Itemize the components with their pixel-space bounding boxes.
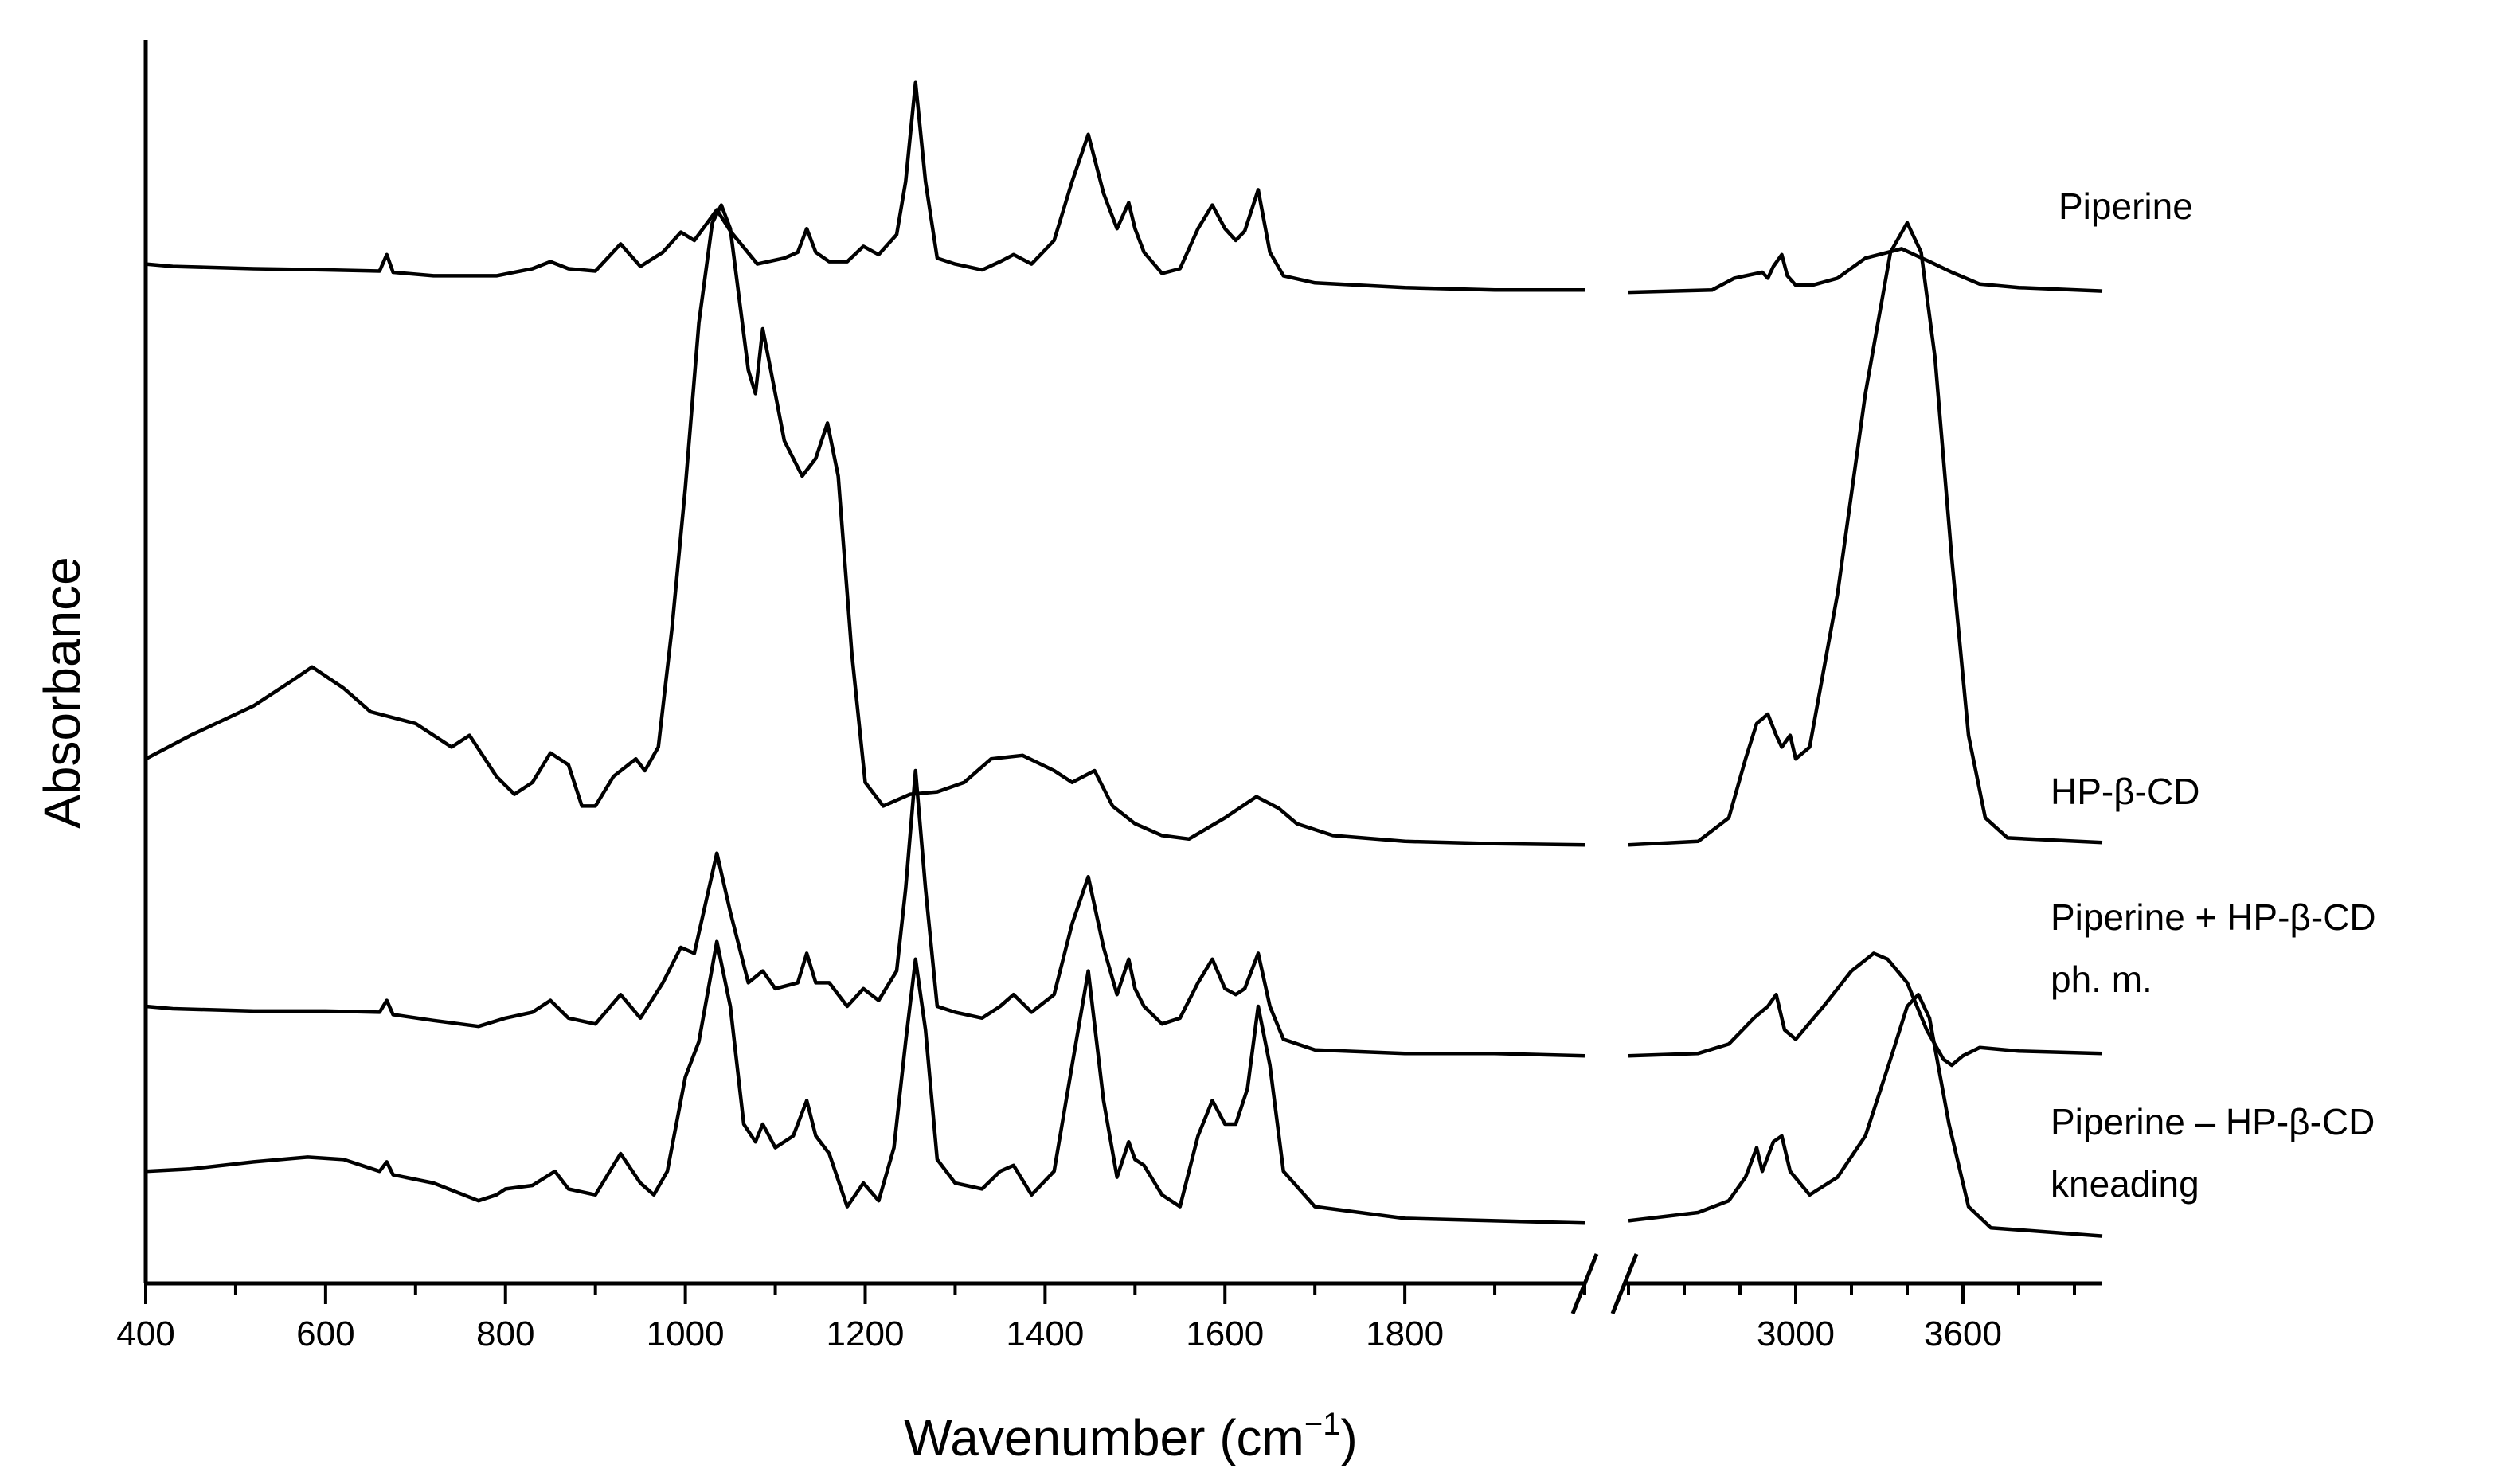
series-label-line: HP-β-CD [2051, 771, 2199, 812]
x-tick-label: 1200 [827, 1314, 905, 1353]
x-tick-label: 3600 [1924, 1314, 2002, 1353]
series-label-line: Piperine – HP-β-CD [2051, 1101, 2375, 1142]
y-axis-title: Absorbance [33, 556, 91, 829]
x-tick-label: 1800 [1366, 1314, 1444, 1353]
series-label-2: HP-β-CD [2051, 771, 2199, 812]
x-tick-label: 1400 [1006, 1314, 1084, 1353]
x-tick-label: 1000 [647, 1314, 725, 1353]
series-label-3: Piperine + HP-β-CD ph. m. [2051, 896, 2376, 1000]
x-axis-title-main: Wavenumber (cm [904, 1409, 1304, 1466]
series-line-4-segment-1 [145, 939, 1585, 1225]
x-tick-label: 1600 [1186, 1314, 1264, 1353]
series-label-line: kneading [2051, 1163, 2199, 1205]
x-tick-labels: 400 600 800 1000 1200 1400 1600 1800 3000 3600 [116, 1314, 2002, 1353]
series-line-2-segment-2 [1628, 221, 2103, 847]
series-label-line: ph. m. [2051, 959, 2152, 1000]
series-line-1-segment-2 [1628, 247, 2103, 295]
axes [143, 40, 2102, 1314]
x-axis-title-end: ) [1340, 1409, 1357, 1466]
x-tick-label: 600 [296, 1314, 354, 1353]
x-axis-title-superscript: −1 [1304, 1407, 1341, 1442]
series-line-1-segment-1 [145, 80, 1585, 292]
x-ticks [144, 1283, 2076, 1304]
x-tick-label: 400 [116, 1314, 174, 1353]
x-tick-label: 3000 [1757, 1314, 1835, 1353]
series-line-3-segment-1 [145, 768, 1585, 1058]
series-line-4-segment-2 [1628, 992, 2103, 1238]
axis-break-mark [1610, 1253, 1639, 1314]
series-line-3-segment-2 [1628, 951, 2103, 1068]
series-label-1: Piperine [2059, 186, 2193, 227]
series-label-line: Piperine + HP-β-CD [2051, 896, 2376, 938]
series-label-4: Piperine – HP-β-CD kneading [2051, 1101, 2375, 1205]
x-tick-label: 800 [476, 1314, 534, 1353]
x-axis-title: Wavenumber (cm−1) [904, 1407, 1358, 1466]
series-line-2-segment-1 [144, 203, 1585, 847]
series-lines [144, 80, 2103, 1238]
series-label-line: Piperine [2059, 186, 2193, 227]
